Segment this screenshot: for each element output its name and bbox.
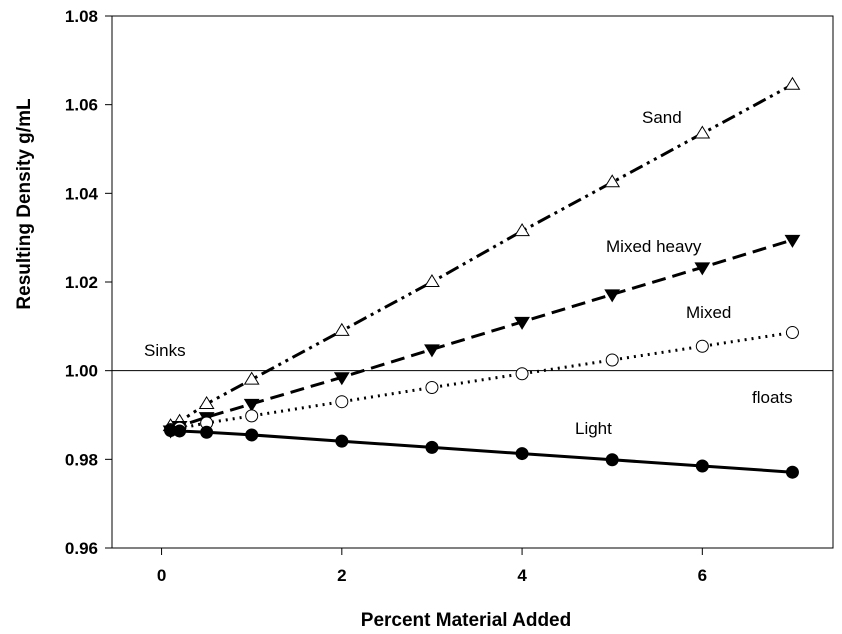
data-point (515, 367, 529, 381)
data-point (424, 344, 440, 358)
data-point (243, 398, 260, 412)
data-point (605, 353, 619, 367)
data-point (604, 289, 621, 303)
data-point (514, 316, 530, 330)
series-mixed-heavy (162, 234, 801, 439)
x-tick-label: 0 (157, 566, 166, 585)
series-mixed (164, 326, 799, 437)
data-point (695, 339, 709, 353)
data-point (245, 428, 259, 442)
data-point (335, 395, 349, 409)
series-label-mixed: Mixed (686, 303, 731, 322)
y-tick-label: 1.06 (65, 96, 98, 115)
x-tick-label: 6 (698, 566, 707, 585)
annotation-floats: floats (752, 388, 793, 407)
y-tick-label: 1.00 (65, 362, 98, 381)
data-point (784, 76, 801, 90)
data-point (425, 381, 439, 395)
data-point (604, 174, 621, 188)
data-point (605, 453, 619, 467)
series-line (170, 429, 793, 474)
data-point (335, 434, 349, 448)
series-label-mixed-heavy: Mixed heavy (606, 237, 702, 256)
data-point (514, 223, 530, 237)
y-tick-label: 1.08 (65, 7, 98, 26)
data-point (785, 326, 799, 340)
data-point (695, 459, 709, 473)
data-point (198, 395, 215, 409)
data-point (200, 425, 214, 439)
y-tick-label: 0.96 (65, 539, 98, 558)
data-point (694, 262, 711, 276)
series-sand (162, 76, 801, 432)
data-point (784, 234, 801, 248)
series-light (164, 424, 799, 479)
y-tick-label: 1.02 (65, 273, 98, 292)
data-point (785, 465, 799, 479)
series-line (169, 83, 794, 428)
data-point (173, 424, 187, 438)
y-tick-label: 0.98 (65, 450, 98, 469)
data-point (333, 372, 350, 386)
data-point (515, 447, 529, 461)
series-line (170, 331, 793, 432)
series-label-light: Light (575, 419, 612, 438)
annotation-sinks: Sinks (144, 341, 186, 360)
data-point (245, 409, 259, 423)
x-tick-label: 2 (337, 566, 346, 585)
x-tick-label: 4 (517, 566, 527, 585)
data-point (243, 371, 260, 385)
data-point (333, 322, 350, 336)
data-point (424, 274, 440, 288)
y-axis-title: Resulting Density g/mL (14, 98, 35, 310)
series-line (169, 238, 793, 432)
data-point (694, 125, 711, 139)
x-axis-title: Percent Material Added (361, 610, 571, 631)
y-tick-label: 1.04 (65, 184, 99, 203)
series-label-sand: Sand (642, 108, 682, 127)
data-point (425, 440, 439, 454)
